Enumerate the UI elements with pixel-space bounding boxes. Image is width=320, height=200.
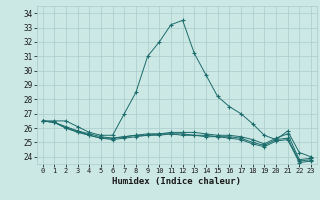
- X-axis label: Humidex (Indice chaleur): Humidex (Indice chaleur): [112, 177, 241, 186]
